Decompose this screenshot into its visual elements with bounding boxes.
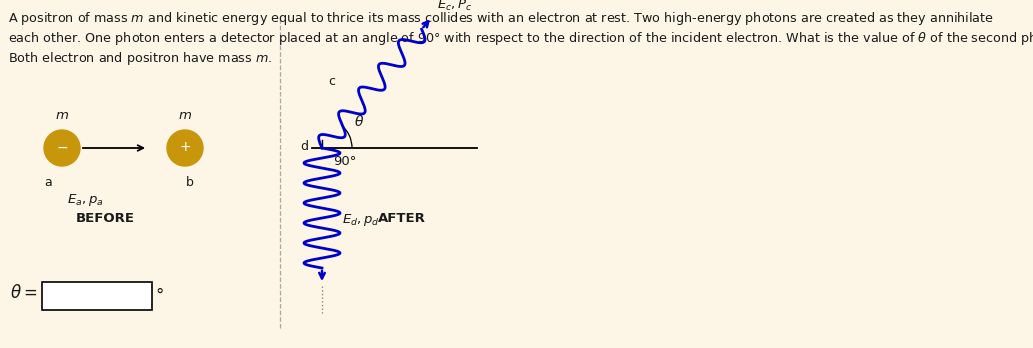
Text: $E_d, p_d$: $E_d, p_d$ (342, 212, 380, 228)
Text: a: a (44, 176, 52, 189)
Text: c: c (328, 75, 336, 88)
Circle shape (44, 130, 80, 166)
Text: $\theta =$: $\theta =$ (10, 284, 37, 302)
Text: $m$: $m$ (178, 109, 192, 122)
Text: $E_a, p_a$: $E_a, p_a$ (67, 192, 103, 208)
Text: A positron of mass $m$ and kinetic energy equal to thrice its mass collides with: A positron of mass $m$ and kinetic energ… (8, 10, 994, 27)
Text: Both electron and positron have mass $m$.: Both electron and positron have mass $m$… (8, 50, 273, 67)
Text: b: b (186, 176, 194, 189)
Text: d: d (300, 140, 308, 152)
Text: $+$: $+$ (179, 140, 191, 154)
Text: each other. One photon enters a detector placed at an angle of 90° with respect : each other. One photon enters a detector… (8, 30, 1033, 47)
Circle shape (167, 130, 204, 166)
Text: $\theta$: $\theta$ (354, 114, 365, 129)
Text: $-$: $-$ (56, 140, 68, 154)
Text: BEFORE: BEFORE (75, 212, 134, 224)
Text: °: ° (155, 287, 163, 305)
FancyBboxPatch shape (42, 282, 152, 310)
Text: $E_c, P_c$: $E_c, P_c$ (437, 0, 472, 13)
Text: AFTER: AFTER (378, 212, 426, 224)
Text: 90°: 90° (333, 155, 356, 168)
Text: $m$: $m$ (55, 109, 69, 122)
